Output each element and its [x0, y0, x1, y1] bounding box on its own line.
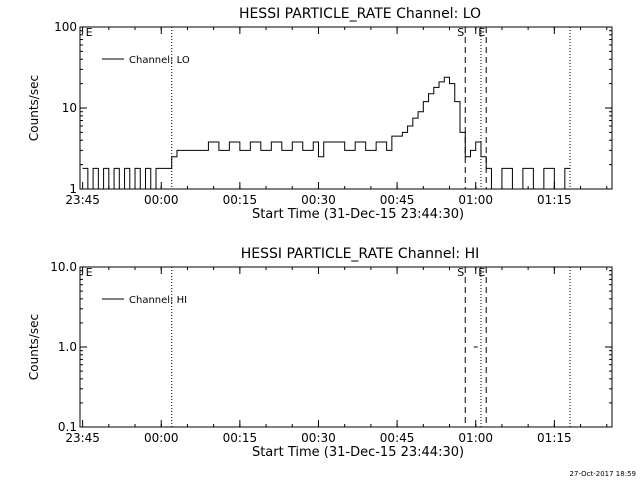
- x-tick-label: 00:15: [223, 193, 258, 207]
- chart-panel-2: HESSI PARTICLE_RATE Channel: HI 23:45 00:0…: [27, 246, 613, 460]
- legend-label: Channel: HI: [129, 295, 187, 306]
- plot-frame: [79, 26, 613, 190]
- legend-label: Channel: LO: [129, 55, 190, 66]
- time-marker-label: E: [478, 26, 485, 39]
- chart-title: HESSI PARTICLE_RATE Channel: HI: [241, 246, 479, 262]
- y-tick-label: 100: [54, 20, 77, 34]
- time-marker-label: S: [457, 26, 464, 39]
- time-marker-label: S: [457, 266, 464, 279]
- y-tick-label: 10.0: [50, 260, 77, 274]
- x-tick-label: 01:00: [458, 431, 493, 445]
- x-tick-label: 23:45: [65, 431, 100, 445]
- x-tick-label: 23:45: [65, 193, 100, 207]
- x-tick-label: 01:15: [537, 431, 572, 445]
- x-tick-label: 00:00: [144, 193, 179, 207]
- x-tick-label: 00:00: [144, 431, 179, 445]
- y-tick-label: 1.0: [58, 340, 77, 354]
- x-tick-label: 01:00: [458, 193, 493, 207]
- x-tick-label: 00:15: [223, 431, 258, 445]
- time-marker-label: E: [86, 266, 93, 279]
- x-tick-label: 00:30: [301, 193, 336, 207]
- footer-timestamp: 27-Oct-2017 18:59: [569, 470, 636, 478]
- y-tick-label: 10: [62, 101, 77, 115]
- x-tick-label: 00:45: [380, 193, 415, 207]
- x-axis-label: Start Time (31-Dec-15 23:44:30): [252, 445, 464, 460]
- x-axis-label: Start Time (31-Dec-15 23:44:30): [252, 207, 464, 222]
- plot-frame: [79, 266, 613, 428]
- time-marker-label: E: [86, 26, 93, 39]
- y-axis-label: Counts/sec: [27, 75, 41, 141]
- y-tick-label: 0.1: [58, 420, 77, 434]
- y-axis-label: Counts/sec: [27, 314, 41, 380]
- chart-title: HESSI PARTICLE_RATE Channel: LO: [239, 6, 481, 22]
- x-tick-label: 00:30: [301, 431, 336, 445]
- x-tick-label: 00:45: [380, 431, 415, 445]
- x-tick-label: 01:15: [537, 193, 572, 207]
- chart-panel-1: HESSI PARTICLE_RATE Channel: LO 23:45 00:0…: [27, 6, 613, 222]
- time-marker-label: E: [478, 266, 485, 279]
- series-line: [82, 76, 571, 190]
- y-tick-label: 1: [69, 182, 77, 196]
